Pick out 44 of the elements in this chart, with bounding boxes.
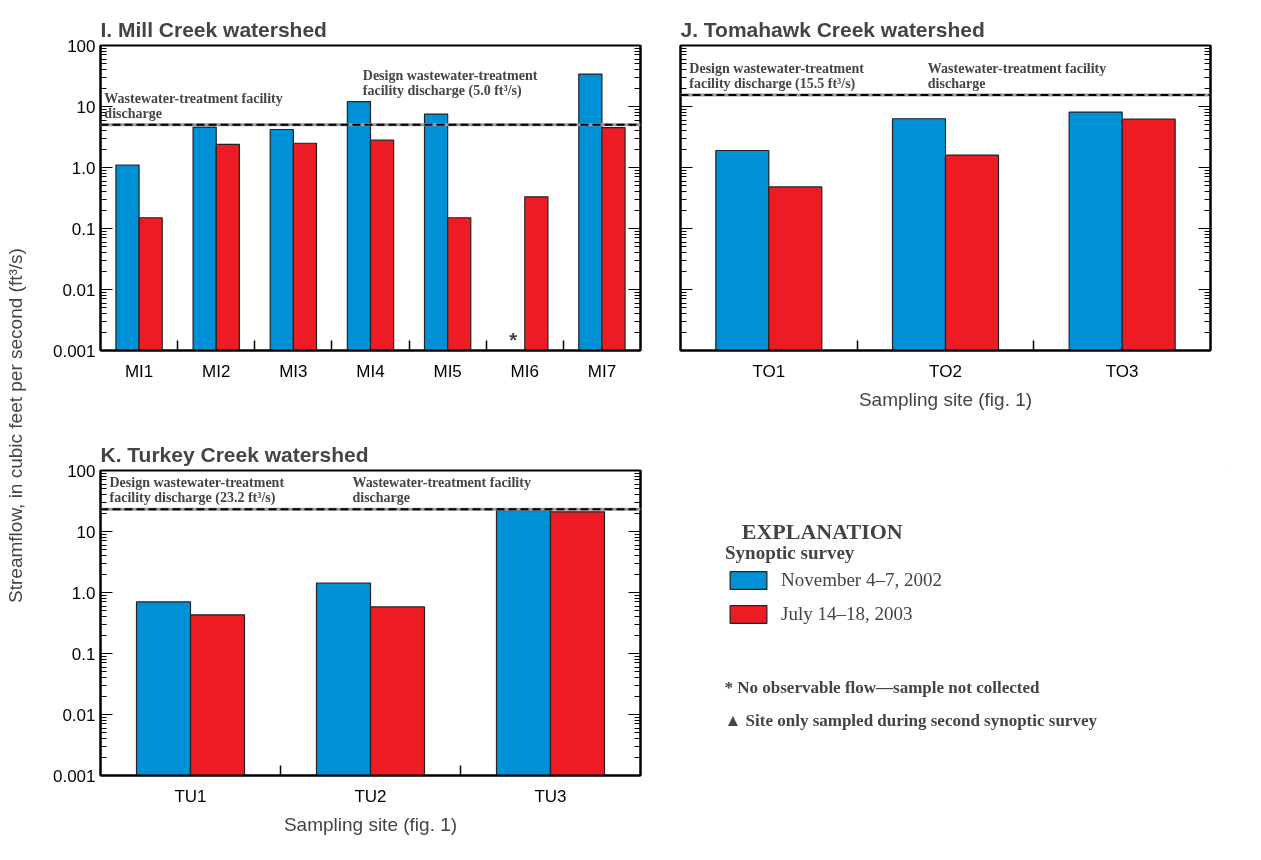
y-tick-label: 100 [67,461,96,481]
ref-line-label: Wastewater-treatment facility discharge [104,90,283,121]
ref-line-label: Design wastewater-treatment facility discharge (23.2 ft³/s) [109,475,285,507]
y-tick-label: 10 [76,97,96,117]
annotation: * [509,328,518,351]
chart-title: I. Mill Creek watershed [100,17,327,41]
chart-title: J. Tomahawk Creek watershed [680,17,985,41]
x-tick-label: TO3 [1105,361,1139,381]
chart-title: K. Turkey Creek watershed [100,442,369,466]
y-tick-label: 1.0 [71,583,96,603]
legend-title: Synoptic survey [725,542,856,564]
y-tick-label: 1.0 [71,158,96,178]
x-tick-label: MI4 [356,361,385,381]
y-axis-title: Streamflow, in cubic feet per second (ft³/s) [5,248,26,603]
ref-line-label: Design wastewater-treatment facility discharge (15.5 ft³/s) [689,60,865,92]
x-tick-label: MI5 [433,361,462,381]
y-tick-label: 10 [76,522,96,542]
text: EXPLANATION [741,519,903,544]
x-tick-label: TU3 [534,786,567,806]
text: * No observable flow—sample not collected [724,677,1040,697]
x-tick-label: MI6 [510,361,539,381]
legend-label: July 14–18, 2003 [781,603,913,625]
x-axis-title: Sampling site (fig. 1) [858,388,1033,410]
x-tick-label: MI3 [279,361,308,381]
y-tick-label: 0.01 [62,705,96,725]
legend-label: November 4–7, 2002 [781,569,942,591]
x-tick-label: TO2 [929,361,962,381]
y-tick-label: 0.001 [52,341,96,361]
x-axis-title: Sampling site (fig. 1) [283,813,458,835]
x-tick-label: TU1 [174,786,207,806]
ref-line-label: Wastewater-treatment facility discharge [352,475,531,506]
y-tick-label: 0.1 [71,644,96,664]
y-tick-label: 0.1 [71,219,96,239]
ref-line-label: Wastewater-treatment facility discharge [927,60,1107,91]
x-tick-label: MI7 [587,361,617,381]
x-tick-label: MI2 [202,361,231,381]
y-tick-label: 0.001 [52,766,96,786]
x-tick-label: MI1 [124,361,154,381]
y-tick-label: 100 [67,36,96,56]
y-tick-label: 0.01 [62,280,96,300]
x-tick-label: TO1 [752,361,786,381]
ref-line-label: Design wastewater-treatment facility discharge (5.0 ft³/s) [362,67,538,99]
x-tick-label: TU2 [354,786,387,806]
text: ▲ Site only sampled during second synoptic survey [724,711,1098,731]
